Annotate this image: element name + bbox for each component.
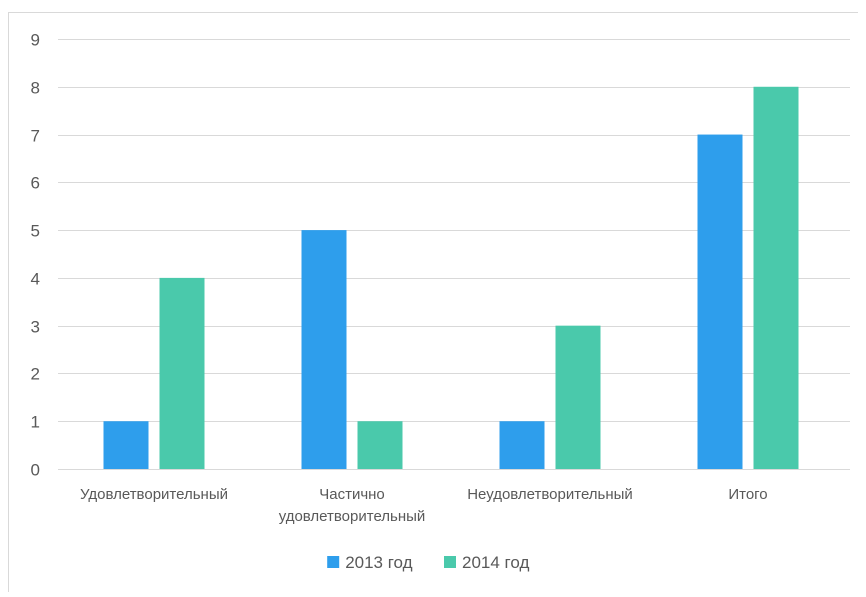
y-tick-label: 5 xyxy=(31,222,40,241)
y-tick-label: 6 xyxy=(31,174,40,193)
y-tick-label: 7 xyxy=(31,127,40,146)
y-tick-label: 2 xyxy=(31,365,40,384)
legend-label-2013: 2013 год xyxy=(345,553,412,572)
y-tick-label: 4 xyxy=(31,270,40,289)
bar-2014-cat-3 xyxy=(753,86,799,470)
chart-frame xyxy=(8,12,858,592)
legend-label-2014: 2014 год xyxy=(462,553,529,572)
x-category-label: Удовлетворительный xyxy=(80,486,228,503)
x-category-label: удовлетворительный xyxy=(279,508,426,525)
x-category-label: Итого xyxy=(728,486,767,503)
bars xyxy=(103,86,799,470)
bar-2013-cat-2 xyxy=(499,421,545,469)
bar-2013-cat-0 xyxy=(103,421,149,469)
bar-2014-cat-2 xyxy=(555,325,601,469)
bar-2014-cat-0 xyxy=(159,277,205,469)
bar-2013-cat-3 xyxy=(697,134,743,470)
y-tick-label: 0 xyxy=(31,461,40,480)
bar-2014-cat-1 xyxy=(357,421,403,469)
y-tick-label: 8 xyxy=(31,79,40,98)
x-category-label: Частично xyxy=(319,486,385,503)
legend-swatch-2014 xyxy=(444,556,456,568)
x-axis-category-labels: Удовлетворительный Частично удовлетворител… xyxy=(80,486,768,525)
legend: 2013 год 2014 год xyxy=(327,553,529,572)
y-axis-tick-labels: 0 1 2 3 4 5 6 7 8 9 xyxy=(31,31,40,480)
y-tick-label: 3 xyxy=(31,318,40,337)
y-tick-label: 9 xyxy=(31,31,40,50)
y-tick-label: 1 xyxy=(31,413,40,432)
bar-2013-cat-1 xyxy=(301,230,347,469)
legend-swatch-2013 xyxy=(327,556,340,568)
x-category-label: Неудовлетворительный xyxy=(467,486,633,503)
